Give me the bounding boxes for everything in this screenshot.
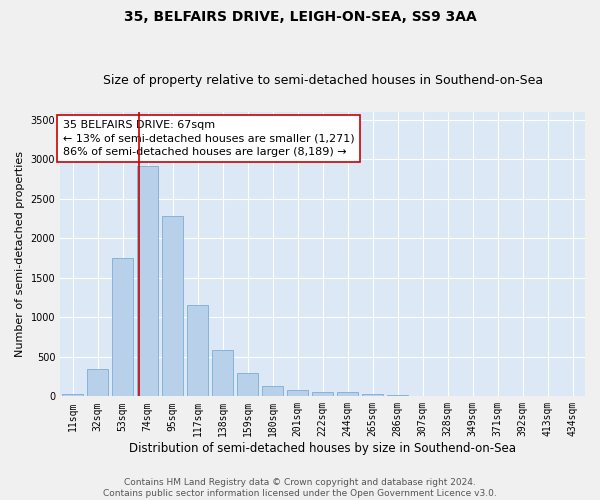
Bar	[112, 258, 133, 396]
Bar	[87, 370, 108, 396]
Bar	[187, 304, 208, 396]
Bar	[387, 395, 408, 396]
Text: 35 BELFAIRS DRIVE: 67sqm
← 13% of semi-detached houses are smaller (1,271)
86% o: 35 BELFAIRS DRIVE: 67sqm ← 13% of semi-d…	[63, 120, 355, 156]
Bar	[62, 394, 83, 396]
Bar	[212, 350, 233, 397]
Title: Size of property relative to semi-detached houses in Southend-on-Sea: Size of property relative to semi-detach…	[103, 74, 542, 87]
Text: Contains HM Land Registry data © Crown copyright and database right 2024.
Contai: Contains HM Land Registry data © Crown c…	[103, 478, 497, 498]
Bar	[262, 386, 283, 396]
Text: 35, BELFAIRS DRIVE, LEIGH-ON-SEA, SS9 3AA: 35, BELFAIRS DRIVE, LEIGH-ON-SEA, SS9 3A…	[124, 10, 476, 24]
Bar	[312, 392, 333, 396]
Y-axis label: Number of semi-detached properties: Number of semi-detached properties	[15, 151, 25, 357]
Bar	[287, 390, 308, 396]
Bar	[237, 372, 258, 396]
Bar	[337, 392, 358, 396]
X-axis label: Distribution of semi-detached houses by size in Southend-on-Sea: Distribution of semi-detached houses by …	[129, 442, 516, 455]
Bar	[362, 394, 383, 396]
Bar	[162, 216, 183, 396]
Bar	[137, 166, 158, 396]
